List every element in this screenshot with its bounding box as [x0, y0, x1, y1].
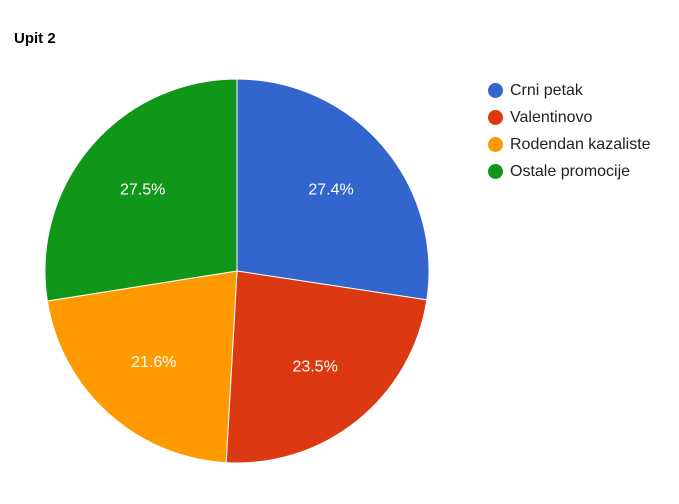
legend-swatch-rodendan-kazaliste: [488, 137, 503, 152]
legend-item-crni-petak[interactable]: Crni petak: [488, 77, 651, 104]
legend: Crni petak Valentinovo Rodendan kazalist…: [488, 77, 651, 185]
legend-swatch-valentinovo: [488, 110, 503, 125]
legend-swatch-ostale-promocije: [488, 164, 503, 179]
slice-label-crni-petak: 27.4%: [308, 181, 353, 198]
pie-slice-rodendan-kazaliste[interactable]: [46, 270, 238, 464]
slice-label-valentinovo: 23.5%: [292, 359, 337, 376]
slice-label-rodendan-kazaliste: 21.6%: [131, 354, 176, 371]
legend-item-rodendan-kazaliste[interactable]: Rodendan kazaliste: [488, 131, 651, 158]
legend-label-rodendan-kazaliste: Rodendan kazaliste: [510, 135, 651, 153]
pie-slice-crni-petak[interactable]: [236, 78, 430, 301]
legend-label-valentinovo: Valentinovo: [510, 108, 593, 126]
legend-label-ostale-promocije: Ostale promocije: [510, 162, 631, 180]
legend-swatch-crni-petak: [488, 83, 503, 98]
legend-item-ostale-promocije[interactable]: Ostale promocije: [488, 158, 651, 185]
slice-label-ostale-promocije: 27.5%: [120, 182, 165, 199]
pie-slice-valentinovo[interactable]: [225, 270, 428, 464]
legend-item-valentinovo[interactable]: Valentinovo: [488, 104, 651, 131]
chart-title: Upit 2: [14, 30, 56, 47]
legend-label-crni-petak: Crni petak: [510, 81, 583, 99]
pie-slice-ostale-promocije[interactable]: [44, 78, 238, 302]
